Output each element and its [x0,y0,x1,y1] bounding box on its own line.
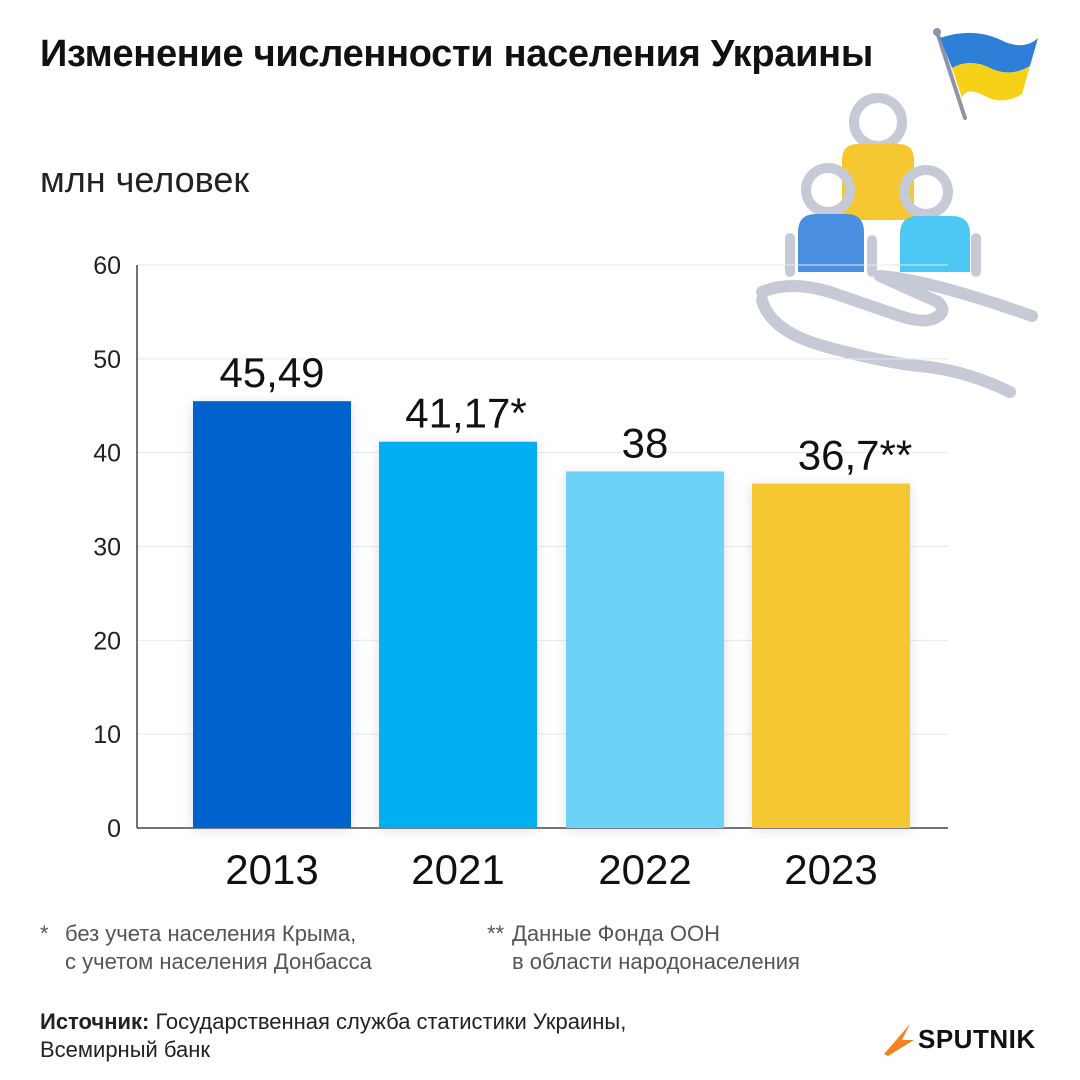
source-line-1: Государственная служба статистики Украин… [155,1009,627,1034]
footnote-2-line-1: Данные Фонда ООН [512,921,721,946]
data-label: 45,49 [219,349,324,396]
x-tick-label: 2013 [225,846,318,893]
footnote-2-line-2: в области народонаселения [512,949,800,974]
sputnik-logo-icon [884,1024,914,1056]
source-line-2: Всемирный банк [40,1037,211,1062]
source-label: Источник: [40,1009,150,1034]
y-tick-label: 50 [93,346,121,374]
y-tick-label: 60 [93,252,121,280]
bar-2022 [566,471,724,828]
unit-label: млн человек [40,159,250,200]
y-tick-label: 10 [93,721,121,749]
y-tick-label: 40 [93,440,121,468]
footnote-1-line-2: с учетом населения Донбасса [65,949,372,974]
bar-2013 [193,401,351,828]
y-tick-label: 20 [93,627,121,655]
x-tick-label: 2022 [598,846,691,893]
source: Источник: Государственная служба статист… [40,1008,626,1064]
bar-2021 [379,441,537,828]
bar-2023 [752,483,910,828]
footnote-1-mark: * [40,921,49,946]
footnote-1-line-1: без учета населения Крыма, [65,921,357,946]
page-title: Изменение численности населения Украины [40,33,873,75]
y-tick-label: 30 [93,534,121,562]
y-tick-label: 0 [107,815,121,843]
x-tick-label: 2023 [784,846,877,893]
brand-name: SPUTNIK [918,1024,1036,1054]
x-tick-label: 2021 [411,846,504,893]
sputnik-logo: SPUTNIK [880,1018,1050,1058]
data-label: 41,17* [405,390,526,437]
data-label: 36,7** [798,432,912,479]
footnote-2-mark: ** [487,921,505,946]
data-label: 38 [622,419,669,466]
